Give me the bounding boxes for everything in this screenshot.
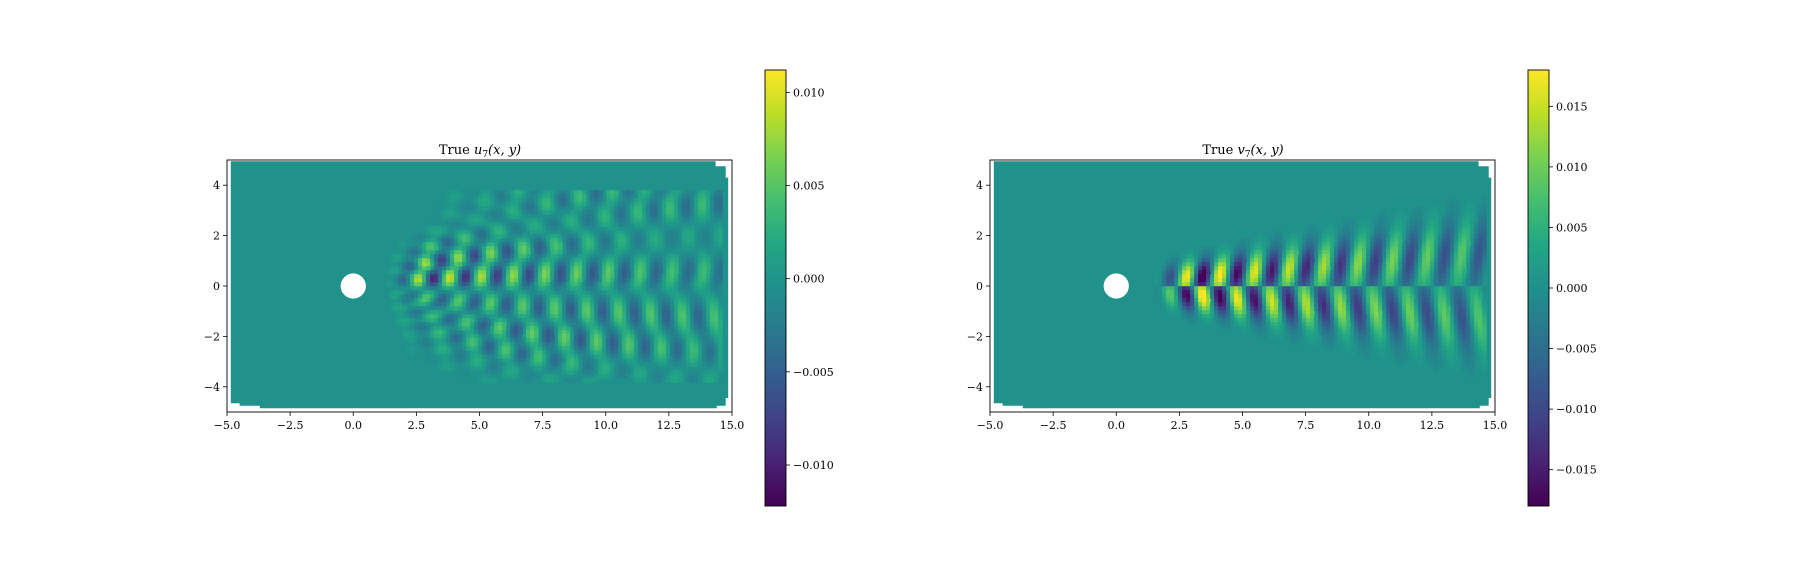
x-tick-label: 10.0	[594, 419, 619, 432]
colorbar-tick-label: −0.015	[1556, 464, 1597, 477]
wake-field	[1154, 194, 1487, 379]
obstacle-circle	[1103, 273, 1129, 299]
colorbar: −0.010 −0.005 0.000 0.005 0.010	[764, 69, 834, 507]
x-axis: −5.0 −2.5 0.0 2.5 5.0 7.5 10.0 12.5 15.0	[214, 412, 745, 432]
title-subscript: 7	[1245, 150, 1251, 160]
colorbar-tick-label: 0.015	[1556, 100, 1588, 113]
y-tick-label: 4	[976, 179, 983, 192]
y-tick-label: −2	[204, 330, 220, 343]
colorbar-tick-label: −0.010	[1556, 403, 1597, 416]
x-tick-label: 15.0	[720, 419, 745, 432]
x-tick-label: 12.5	[1420, 419, 1445, 432]
colorbar-tick-label: −0.005	[1556, 343, 1597, 356]
colorbar-gradient	[764, 69, 787, 507]
y-tick-label: 0	[976, 280, 983, 293]
x-tick-label: 10.0	[1357, 419, 1382, 432]
title-prefix: True	[1202, 143, 1237, 158]
colorbar-tick-label: 0.000	[793, 273, 825, 286]
colorbar-tick-label: 0.005	[1556, 221, 1588, 234]
x-tick-label: 7.5	[534, 419, 552, 432]
wake-field	[386, 190, 723, 383]
colorbar-tick-label: 0.000	[1556, 282, 1588, 295]
x-tick-label: 15.0	[1483, 419, 1508, 432]
x-axis: −5.0 −2.5 0.0 2.5 5.0 7.5 10.0 12.5 15.0	[977, 412, 1508, 432]
colorbar-tick-label: −0.005	[793, 366, 834, 379]
x-tick-label: 5.0	[471, 419, 489, 432]
y-tick-label: −2	[967, 330, 983, 343]
title-symbol: v	[1237, 143, 1245, 158]
y-tick-label: 2	[213, 230, 220, 243]
y-tick-label: 4	[213, 179, 220, 192]
x-tick-label: −2.5	[277, 419, 304, 432]
x-tick-label: 5.0	[1234, 419, 1252, 432]
x-tick-label: 0.0	[1108, 419, 1126, 432]
panel-title: True v7(x, y)	[1202, 143, 1283, 160]
x-tick-label: 2.5	[1171, 419, 1189, 432]
x-tick-label: 12.5	[657, 419, 682, 432]
heatmap-area	[226, 159, 733, 413]
title-args: (x, y)	[1251, 143, 1284, 158]
y-axis: −4 −2 0 2 4	[967, 179, 990, 394]
y-tick-label: 2	[976, 230, 983, 243]
y-axis: −4 −2 0 2 4	[204, 179, 227, 394]
panel-title: True u7(x, y)	[439, 143, 521, 160]
y-tick-label: −4	[967, 381, 983, 394]
colorbar-tick-label: −0.010	[793, 459, 834, 472]
y-tick-label: 0	[213, 280, 220, 293]
x-tick-label: −5.0	[977, 419, 1004, 432]
x-tick-label: 0.0	[345, 419, 363, 432]
colorbar-tick-label: 0.010	[793, 86, 825, 99]
panel-u7: True u7(x, y) −5.0 −2.5 0.0 2.5 5.0 7.5 10.0 12…	[204, 69, 834, 507]
x-tick-label: −2.5	[1040, 419, 1067, 432]
y-tick-label: −4	[204, 381, 220, 394]
colorbar-tick-label: 0.010	[1556, 161, 1588, 174]
obstacle-circle	[340, 273, 366, 299]
x-tick-label: 2.5	[408, 419, 426, 432]
x-tick-label: 7.5	[1297, 419, 1315, 432]
colorbar-tick-label: 0.005	[793, 180, 825, 193]
panel-v7: True v7(x, y) −5.0 −2.5 0.0 2.5 5.0 7.5 10.0 12…	[967, 69, 1597, 507]
title-symbol: u	[474, 143, 482, 158]
x-tick-label: −5.0	[214, 419, 241, 432]
title-args: (x, y)	[488, 143, 521, 158]
colorbar: −0.015 −0.010 −0.005 0.000 0.005 0.010 0.015	[1527, 69, 1597, 507]
title-subscript: 7	[482, 150, 488, 160]
title-prefix: True	[439, 143, 474, 158]
colorbar-gradient	[1527, 69, 1550, 507]
heatmap-area	[989, 159, 1496, 413]
